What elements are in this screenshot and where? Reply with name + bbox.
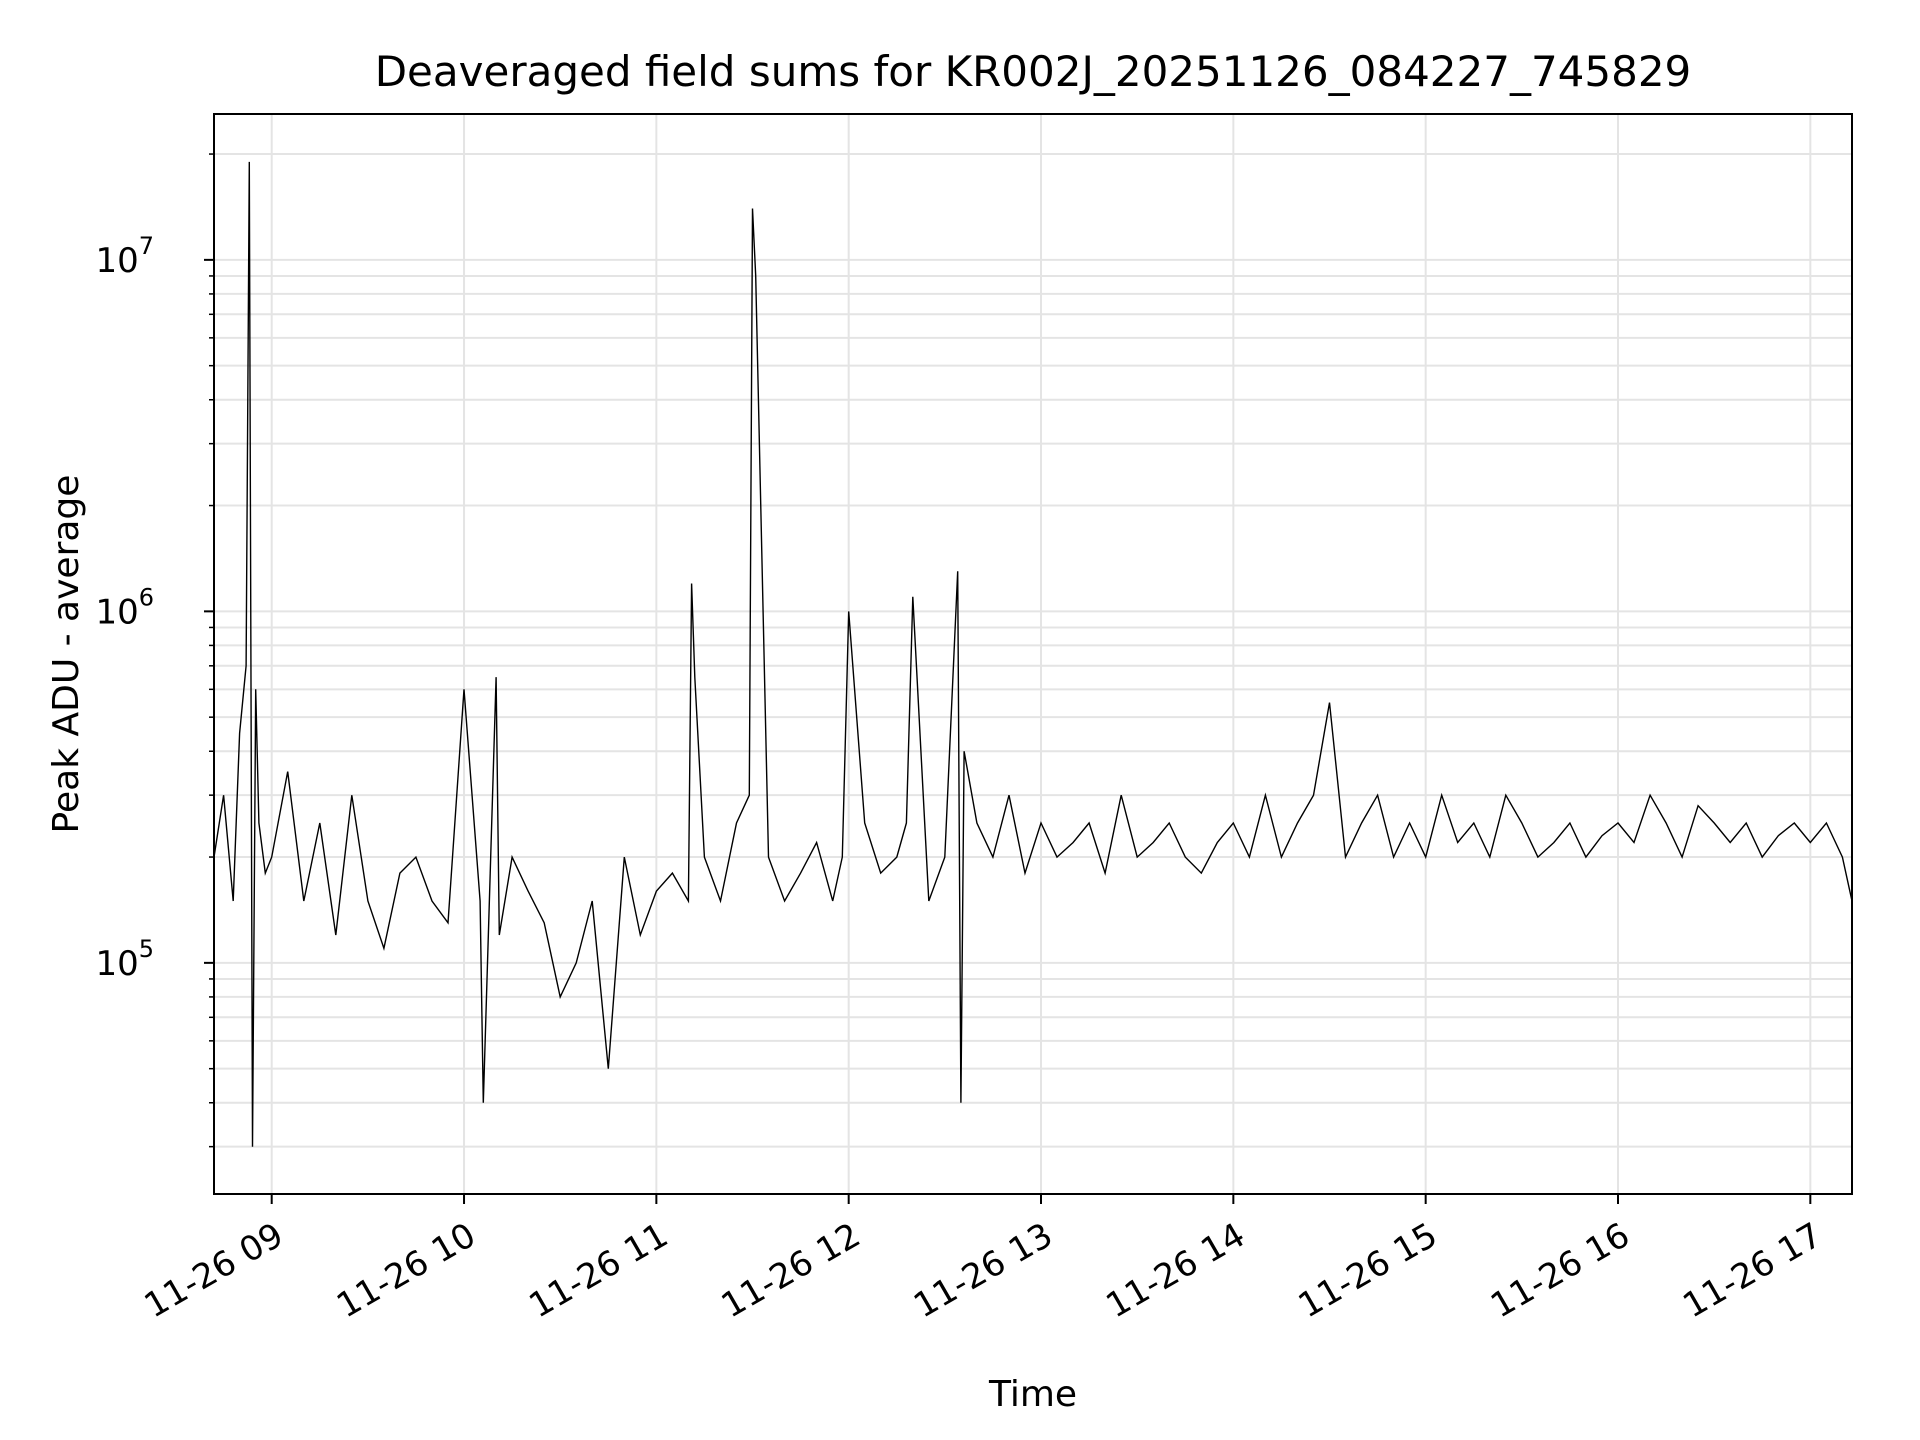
series-layer [213, 161, 1853, 1147]
y-tick-label: 106 [95, 583, 154, 632]
chart-title: Deaveraged field sums for KR002J_2025112… [375, 47, 1692, 96]
x-tick-label: 11-26 09 [138, 1215, 290, 1326]
y-tick-base: 10 [95, 944, 138, 984]
plot-area-frame [213, 113, 1853, 1195]
x-tick-label: 11-26 13 [907, 1215, 1059, 1326]
x-tick-label: 11-26 17 [1676, 1215, 1828, 1326]
y-tick-label: 105 [95, 935, 154, 984]
series-line [213, 161, 1853, 1147]
x-tick-label: 11-26 11 [522, 1215, 674, 1326]
x-tick-label: 11-26 10 [330, 1215, 482, 1326]
x-tick-label: 11-26 16 [1484, 1215, 1636, 1326]
x-tick-label: 11-26 14 [1099, 1215, 1251, 1326]
y-axis-label: Peak ADU - average [46, 475, 87, 834]
y-tick-exponent: 7 [139, 232, 154, 260]
y-tick-exponent: 6 [139, 583, 154, 611]
x-tick-label: 11-26 15 [1292, 1215, 1444, 1326]
x-tick-label: 11-26 12 [715, 1215, 867, 1326]
y-tick-exponent: 5 [139, 935, 154, 963]
x-axis-label: Time [988, 1374, 1077, 1415]
y-tick-base: 10 [95, 241, 138, 281]
y-tick-label: 107 [95, 232, 154, 281]
grid [214, 114, 1852, 1194]
x-axis-ticks: 11-26 09 11-26 10 11-26 11 11-26 12 11-26 13… [138, 1194, 1829, 1326]
y-tick-base: 10 [95, 592, 138, 632]
